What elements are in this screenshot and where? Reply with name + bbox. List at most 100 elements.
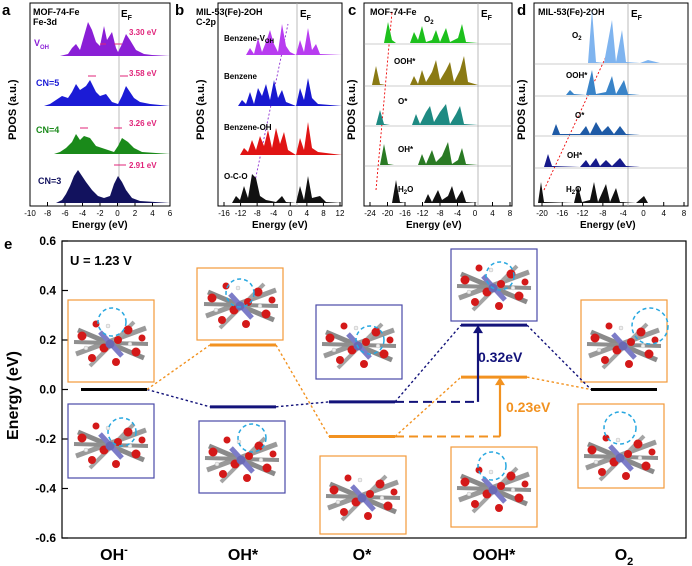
x-tick-label: -4 bbox=[454, 209, 462, 218]
trace-label: H2O bbox=[398, 185, 413, 196]
trace-label: O-C-O bbox=[224, 172, 248, 181]
panel-title-line2: Fe-3d bbox=[33, 17, 57, 27]
dos-trace-h2o: H2O bbox=[364, 180, 512, 203]
fermi-label: EF bbox=[300, 9, 312, 22]
panel-c: c EF MOF-74-Fe PDOS (a.u.) Energy (eV) -… bbox=[346, 2, 513, 231]
trace-label: H2O bbox=[566, 185, 581, 196]
dos-trace-cn3: CN=3 2.91 eV bbox=[30, 161, 170, 203]
trace-label: OH* bbox=[567, 151, 583, 160]
pathway-connector bbox=[526, 376, 592, 391]
x-tick-label: -4 bbox=[270, 209, 278, 218]
structure-ohstar-top bbox=[196, 267, 284, 341]
x-tick-label: OH- bbox=[100, 544, 128, 564]
panel-a: a EF MOF-74-Fe Fe-3d PDOS (a.u.) Energy … bbox=[2, 2, 173, 231]
gap-label-blue: 0.32eV bbox=[478, 349, 523, 365]
x-tick-label: -16 bbox=[557, 209, 569, 218]
dos-trace-o2: O2 bbox=[534, 10, 688, 63]
x-tick-label: -8 bbox=[254, 209, 262, 218]
panel-letter: b bbox=[175, 2, 184, 19]
x-tick-label: 0 bbox=[288, 209, 293, 218]
dos-trace-ooh: OOH* bbox=[364, 56, 512, 85]
y-axis-label: PDOS (a.u.) bbox=[195, 79, 207, 140]
trace-label: OOH* bbox=[394, 57, 416, 66]
band-gap-value: 3.58 eV bbox=[129, 69, 157, 78]
x-tick-label: 8 bbox=[508, 209, 513, 218]
y-tick-label: 0.2 bbox=[39, 333, 56, 347]
pathway-connector bbox=[275, 401, 330, 408]
gap-arrow-orange-head bbox=[495, 377, 505, 386]
x-axis-label: Energy (eV) bbox=[252, 220, 308, 231]
trace-separators bbox=[364, 43, 512, 167]
structure-oh-bottom bbox=[67, 403, 155, 479]
y-axis-label: Energy (eV) bbox=[5, 351, 22, 440]
y-axis-label: PDOS (a.u.) bbox=[7, 79, 19, 140]
x-axis-label: Energy (eV) bbox=[72, 220, 128, 231]
x-tick-labels: -20 -16 -12 -8 -4 0 4 8 bbox=[536, 202, 687, 218]
x-tick-label: -20 bbox=[382, 209, 394, 218]
potential-label: U = 1.23 V bbox=[70, 253, 132, 268]
structure-oh-top bbox=[67, 299, 155, 383]
trace-label: O2 bbox=[424, 15, 434, 26]
x-tick-label: -24 bbox=[364, 209, 376, 218]
panel-title-line1: MOF-74-Fe bbox=[33, 7, 80, 17]
x-tick-labels: -16 -12 -8 -4 0 4 8 12 bbox=[218, 202, 345, 218]
trace-label: O* bbox=[398, 97, 408, 106]
x-tick-label: 8 bbox=[682, 209, 687, 218]
structure-ostar-bottom bbox=[319, 455, 407, 535]
trace-label: VOH bbox=[34, 38, 49, 51]
x-tick-label: -12 bbox=[577, 209, 589, 218]
dos-trace-o: O* bbox=[534, 111, 688, 135]
pathway-connector bbox=[394, 324, 462, 403]
dos-trace-o: O* bbox=[364, 97, 512, 125]
x-tick-label: OH* bbox=[228, 547, 259, 564]
x-tick-label: 8 bbox=[321, 209, 326, 218]
x-tick-label: -12 bbox=[417, 209, 429, 218]
fermi-label: EF bbox=[121, 9, 133, 22]
x-tick-label: 6 bbox=[168, 209, 173, 218]
y-tick-label: -0.2 bbox=[35, 432, 56, 446]
trace-label: CN=5 bbox=[36, 78, 59, 88]
dos-trace-benzene: Benzene bbox=[218, 72, 342, 106]
trace-label: O2 bbox=[572, 31, 582, 42]
panel-letter: a bbox=[2, 2, 11, 19]
trace-label: Benzene bbox=[224, 72, 257, 81]
x-axis-label: Energy (eV) bbox=[406, 220, 462, 231]
dos-trace-voh: VOH 3.30 eV bbox=[30, 22, 170, 56]
x-tick-label: 12 bbox=[336, 209, 345, 218]
structure-oohstar-top bbox=[450, 248, 538, 322]
fermi-label: EF bbox=[481, 9, 493, 22]
y-axis-label: PDOS (a.u.) bbox=[516, 79, 528, 140]
x-tick-label: -10 bbox=[24, 209, 36, 218]
trace-label: Benzene-OH bbox=[224, 123, 272, 132]
x-tick-labels: -10 -8 -6 -4 -2 0 2 4 6 bbox=[24, 202, 173, 218]
x-tick-label: 0 bbox=[473, 209, 478, 218]
y-tick-label: 0.0 bbox=[39, 383, 56, 397]
x-tick-label: 0 bbox=[641, 209, 646, 218]
dos-trace-cn5: CN=5 3.58 eV bbox=[30, 69, 170, 106]
trace-label: O* bbox=[575, 111, 585, 120]
dos-trace-cn4: CN=4 3.26 eV bbox=[30, 119, 170, 154]
pathway-connector bbox=[146, 388, 211, 408]
dos-trace-oco: O-C-O bbox=[218, 172, 342, 203]
plot-frame bbox=[533, 2, 689, 207]
x-tick-label: 4 bbox=[661, 209, 666, 218]
panel-letter: e bbox=[4, 236, 12, 253]
x-tick-label: -16 bbox=[399, 209, 411, 218]
trace-separators bbox=[534, 63, 688, 169]
y-tick-label: 0.4 bbox=[39, 284, 56, 298]
panel-d: d EF MIL-53(Fe)-2OH PDOS (a.u.) Energy (… bbox=[516, 2, 689, 231]
panel-letter: c bbox=[348, 2, 356, 19]
y-tick-label: -0.6 bbox=[35, 531, 56, 545]
x-tick-label: 0 bbox=[115, 209, 120, 218]
panel-letter: d bbox=[517, 2, 526, 19]
x-tick-label: 4 bbox=[150, 209, 155, 218]
x-tick-label: -8 bbox=[436, 209, 444, 218]
band-gap-value: 3.26 eV bbox=[129, 119, 157, 128]
dos-trace-oh: OH* bbox=[534, 151, 688, 167]
plot-frame bbox=[363, 2, 513, 207]
x-tick-labels: OH- OH* O* OOH* O2 bbox=[100, 544, 633, 566]
energy-pathway bbox=[81, 323, 657, 439]
structure-oohstar-bottom bbox=[450, 446, 538, 528]
x-tick-label: -8 bbox=[44, 209, 52, 218]
x-tick-label: 2 bbox=[133, 209, 138, 218]
